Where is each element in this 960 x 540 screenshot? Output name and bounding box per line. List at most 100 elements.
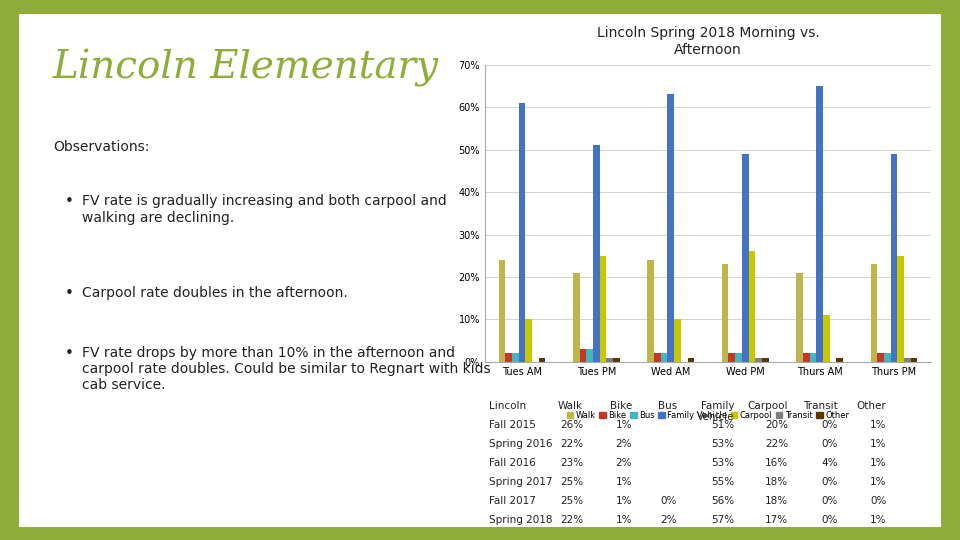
Bar — [580, 349, 587, 362]
Bar — [735, 353, 742, 362]
Text: FV rate is gradually increasing and both carpool and
walking are declining.: FV rate is gradually increasing and both… — [82, 194, 446, 225]
Bar — [742, 154, 749, 362]
Text: Transit: Transit — [803, 401, 837, 411]
Text: 16%: 16% — [765, 458, 788, 468]
Text: 22%: 22% — [560, 515, 583, 525]
Text: 1%: 1% — [870, 477, 886, 487]
Text: Carpool rate doubles in the afternoon.: Carpool rate doubles in the afternoon. — [82, 286, 348, 300]
Text: 56%: 56% — [711, 496, 734, 505]
Text: 0%: 0% — [821, 477, 837, 487]
Text: 18%: 18% — [765, 496, 788, 505]
Text: 25%: 25% — [560, 496, 583, 505]
Bar — [756, 357, 762, 362]
Text: 0%: 0% — [870, 496, 886, 505]
Text: •: • — [64, 194, 73, 210]
Text: 1%: 1% — [615, 420, 632, 430]
Text: 2%: 2% — [615, 458, 632, 468]
Bar — [660, 353, 667, 362]
Text: 0%: 0% — [821, 420, 837, 430]
Bar — [803, 353, 809, 362]
Text: 0%: 0% — [821, 439, 837, 449]
Text: Family
Vehicle: Family Vehicle — [697, 401, 734, 422]
Bar — [729, 353, 735, 362]
Text: 1%: 1% — [615, 515, 632, 525]
Bar — [898, 256, 904, 362]
Text: 23%: 23% — [560, 458, 583, 468]
Bar — [667, 94, 674, 362]
Bar — [498, 260, 505, 362]
Bar — [505, 353, 512, 362]
Text: 51%: 51% — [711, 420, 734, 430]
Bar — [816, 86, 823, 362]
Bar — [674, 319, 681, 362]
Text: 20%: 20% — [765, 420, 788, 430]
Text: 0%: 0% — [821, 496, 837, 505]
Text: Fall 2015: Fall 2015 — [490, 420, 536, 430]
Text: 53%: 53% — [711, 439, 734, 449]
Bar — [904, 357, 911, 362]
Bar — [525, 319, 532, 362]
Text: Spring 2018: Spring 2018 — [490, 515, 553, 525]
Text: 1%: 1% — [615, 496, 632, 505]
Text: Walk: Walk — [558, 401, 583, 411]
Text: Carpool: Carpool — [748, 401, 788, 411]
Bar — [749, 252, 756, 362]
Bar — [518, 103, 525, 362]
Text: 26%: 26% — [560, 420, 583, 430]
Bar — [654, 353, 660, 362]
Bar — [823, 315, 829, 362]
Title: Lincoln Spring 2018 Morning vs.
Afternoon: Lincoln Spring 2018 Morning vs. Afternoo… — [596, 26, 820, 57]
Bar — [871, 264, 877, 362]
Bar — [573, 273, 580, 362]
Text: FV rate drops by more than 10% in the afternoon and
carpool rate doubles. Could : FV rate drops by more than 10% in the af… — [82, 346, 491, 392]
Text: Lincoln Elementary: Lincoln Elementary — [53, 49, 439, 86]
Text: 25%: 25% — [560, 477, 583, 487]
Text: 22%: 22% — [765, 439, 788, 449]
Text: Bus: Bus — [658, 401, 677, 411]
Text: 17%: 17% — [765, 515, 788, 525]
Text: 2%: 2% — [660, 515, 677, 525]
Text: Spring 2016: Spring 2016 — [490, 439, 553, 449]
Text: 53%: 53% — [711, 458, 734, 468]
Text: 1%: 1% — [870, 458, 886, 468]
Text: 22%: 22% — [560, 439, 583, 449]
Text: 4%: 4% — [821, 458, 837, 468]
Text: •: • — [64, 286, 73, 301]
Text: 1%: 1% — [870, 439, 886, 449]
Bar — [809, 353, 816, 362]
Bar — [722, 264, 729, 362]
Bar — [587, 349, 593, 362]
Bar — [911, 357, 918, 362]
Bar — [593, 145, 600, 362]
Bar — [607, 357, 613, 362]
Text: Observations:: Observations: — [53, 140, 149, 154]
Bar — [539, 357, 545, 362]
Bar — [796, 273, 803, 362]
Text: •: • — [64, 346, 73, 361]
Text: 55%: 55% — [711, 477, 734, 487]
Bar — [836, 357, 843, 362]
Text: Bike: Bike — [610, 401, 632, 411]
Bar — [891, 154, 898, 362]
Text: 1%: 1% — [870, 420, 886, 430]
Bar — [687, 357, 694, 362]
Text: 0%: 0% — [660, 496, 677, 505]
Text: Spring 2017: Spring 2017 — [490, 477, 553, 487]
Bar — [512, 353, 518, 362]
Bar — [600, 256, 607, 362]
Bar — [762, 357, 769, 362]
Bar — [647, 260, 654, 362]
Legend: Walk, Bike, Bus, Family Vehicle, Carpool, Transit, Other: Walk, Bike, Bus, Family Vehicle, Carpool… — [564, 408, 852, 423]
Text: Fall 2016: Fall 2016 — [490, 458, 536, 468]
Text: Lincoln: Lincoln — [490, 401, 526, 411]
Text: 1%: 1% — [615, 477, 632, 487]
Bar — [613, 357, 620, 362]
Text: 57%: 57% — [711, 515, 734, 525]
Text: 2%: 2% — [615, 439, 632, 449]
Text: 18%: 18% — [765, 477, 788, 487]
Bar — [884, 353, 891, 362]
Text: 0%: 0% — [821, 515, 837, 525]
Bar — [877, 353, 884, 362]
Text: Other: Other — [857, 401, 886, 411]
Text: Fall 2017: Fall 2017 — [490, 496, 536, 505]
